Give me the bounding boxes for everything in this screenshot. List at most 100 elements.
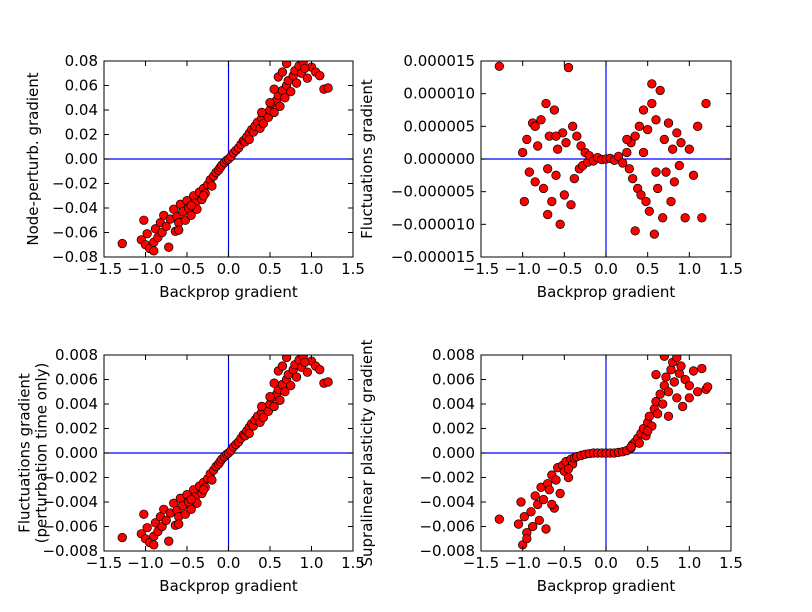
data-point: [149, 540, 159, 550]
data-point: [636, 190, 646, 200]
data-point: [543, 164, 553, 174]
data-point: [663, 118, 674, 128]
data-point: [494, 61, 504, 71]
data-point: [684, 144, 694, 154]
data-point: [513, 519, 524, 529]
data-point: [647, 98, 657, 109]
y-tick-label: −0.002: [419, 469, 475, 487]
data-point: [315, 71, 325, 81]
x-tick-label: 1.5: [719, 554, 743, 572]
data-point: [277, 67, 288, 77]
x-tick-label: 0.5: [636, 260, 660, 278]
data-point: [638, 147, 649, 158]
data-point: [257, 401, 267, 412]
y-tick-label: 0.002: [55, 420, 98, 438]
data-point: [555, 219, 565, 229]
data-point: [541, 524, 551, 534]
y-tick-label: 0.002: [432, 420, 475, 438]
data-point: [269, 107, 279, 118]
x-tick-label: 1.0: [300, 260, 324, 278]
data-point: [659, 134, 669, 145]
data-point: [269, 378, 279, 388]
data-point: [569, 173, 579, 184]
x-tick-label: 0.0: [217, 554, 241, 572]
data-point: [703, 382, 713, 392]
data-point: [286, 380, 296, 391]
data-point: [651, 115, 661, 125]
data-point: [644, 206, 654, 216]
data-point: [139, 509, 149, 519]
y-tick-label: −0.008: [42, 542, 98, 560]
data-point: [553, 144, 563, 154]
subplot-2: −1.5 −1.0 −0.5 0.0 0.5 1.0 1.5 −0.000015 −0.0000…: [358, 52, 743, 301]
data-point: [541, 98, 551, 109]
data-point: [668, 144, 678, 154]
y-tick-label: 0.004: [432, 395, 475, 413]
x-tick-label: 1.0: [677, 260, 701, 278]
data-point: [538, 494, 549, 505]
data-point: [269, 401, 279, 412]
x-tick-label: −0.5: [546, 260, 582, 278]
x-tick-label: 1.0: [677, 554, 701, 572]
data-point: [551, 131, 561, 141]
data-point: [630, 226, 640, 236]
data-point: [659, 355, 669, 361]
data-point: [622, 147, 632, 158]
data-point: [701, 98, 711, 109]
y-tick-label: −0.002: [42, 469, 98, 487]
x-tick-label: −1.0: [504, 554, 540, 572]
y-axis-label: Node-perturb. gradient: [24, 72, 42, 245]
subplot-4: −1.5 −1.0 −0.5 0.0 0.5 1.0 1.5 −0.008 −0.006 −0.0…: [358, 339, 743, 595]
data-point: [281, 61, 292, 69]
data-point: [669, 377, 679, 387]
x-tick-label: 0.5: [636, 554, 660, 572]
data-point: [643, 124, 653, 135]
y-tick-label: −0.08: [52, 248, 98, 266]
data-point: [538, 183, 549, 194]
data-point: [676, 361, 686, 371]
data-point: [300, 63, 310, 73]
x-tick-label: 0.5: [258, 260, 282, 278]
data-point: [663, 411, 674, 421]
y-tick-label: 0.02: [65, 126, 98, 144]
data-point: [669, 177, 679, 187]
x-tick-label: 1.0: [300, 554, 324, 572]
data-point: [641, 196, 651, 207]
data-point: [186, 494, 196, 505]
data-point: [286, 86, 296, 97]
data-point: [323, 83, 333, 93]
x-tick-label: −0.5: [169, 554, 205, 572]
y-tick-label: −0.006: [42, 518, 98, 536]
data-point: [653, 409, 663, 419]
y-axis-label: Fluctuations gradient: [358, 79, 376, 239]
data-point: [653, 183, 663, 194]
data-point: [566, 200, 576, 210]
x-axis-label: Backprop gradient: [159, 283, 298, 301]
data-point: [530, 491, 540, 501]
y-tick-label: 0.000000: [403, 150, 475, 168]
data-point: [634, 121, 644, 131]
y-tick-label: 0.00: [65, 150, 98, 168]
data-point: [186, 210, 196, 221]
data-point: [697, 363, 707, 374]
data-point: [643, 426, 653, 436]
x-tick-label: 0.0: [594, 260, 618, 278]
data-point: [315, 365, 325, 375]
data-point: [280, 93, 290, 103]
data-point: [258, 412, 269, 423]
data-point: [302, 73, 313, 83]
data-point: [672, 355, 682, 363]
data-point: [258, 118, 269, 129]
x-tick-label: 1.5: [719, 260, 743, 278]
data-point: [198, 191, 209, 201]
x-tick-label: 1.5: [341, 554, 365, 572]
data-point: [269, 84, 279, 94]
data-point: [207, 475, 217, 485]
data-point: [547, 196, 557, 207]
data-point: [323, 377, 333, 387]
x-axis-label: Backprop gradient: [537, 577, 676, 595]
y-tick-label: −0.04: [52, 199, 98, 217]
data-point: [530, 177, 540, 187]
data-point: [634, 438, 644, 448]
data-point: [563, 472, 574, 483]
